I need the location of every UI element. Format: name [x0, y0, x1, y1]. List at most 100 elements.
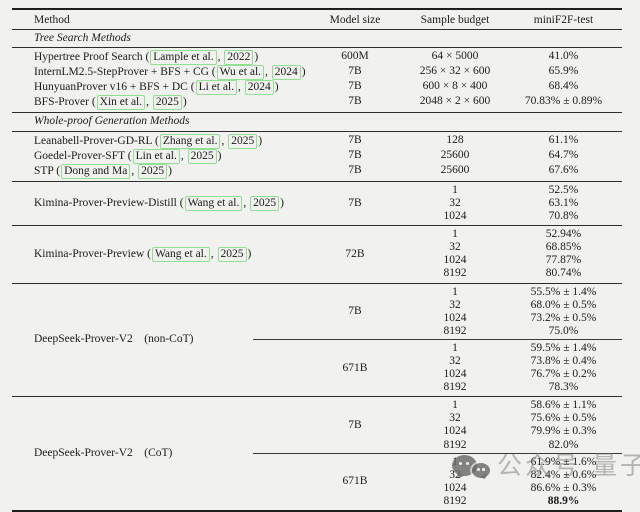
model-size-cell: 671B	[342, 475, 368, 488]
result-cell: 82.4% ± 0.6%	[530, 468, 597, 481]
rows-column: 25600 64.7%	[405, 149, 622, 162]
citation-link[interactable]: 2025	[228, 133, 258, 149]
table-row: 2048 × 2 × 600 70.83% ± 0.89%	[405, 95, 622, 108]
citation-link[interactable]: Lin et al.	[132, 148, 180, 164]
divider-rule	[12, 225, 622, 227]
budget-cell: 1024	[443, 210, 467, 223]
method-text: ,	[210, 247, 217, 260]
citation-link[interactable]: Zhang et al.	[159, 133, 221, 149]
row-group-right: 7B 1 58.6% ± 1.1% 32 75.6% ± 0.5% 1024 79.9% ±…	[253, 399, 622, 508]
table-row-group: BFS-Prover (Xin et al., 2025) 7B 2048 × 2 …	[12, 95, 622, 111]
citation-link[interactable]: 2025	[152, 95, 182, 111]
rows-column: 1 55.5% ± 1.4% 32 68.0% ± 0.5% 1024 73.2% ± 0…	[405, 286, 622, 338]
method-cell: DeepSeek-Prover-V2 (CoT)	[12, 399, 305, 508]
column-header: miniF2F-test	[533, 13, 594, 26]
method-text: )	[168, 164, 172, 177]
divider-rule	[12, 112, 622, 114]
result-cell: 58.6% ± 1.1%	[530, 399, 597, 412]
method-text: Kimina-Prover-Preview-Distill (	[34, 196, 184, 209]
section-title: Tree Search Methods	[34, 32, 131, 44]
table-row: 32 75.6% ± 0.5%	[405, 412, 622, 425]
divider-rule	[12, 396, 622, 398]
method-text: )	[274, 81, 279, 94]
size-block: 671B 1 61.9% ± 1.6% 32 82.4% ± 0.6% 1024 86.6%…	[305, 456, 622, 508]
citation-link[interactable]: 2025	[250, 195, 280, 212]
table-row: 1024 70.8%	[405, 210, 622, 223]
result-cell: 61.9% ± 1.6%	[530, 455, 597, 468]
divider-rule	[12, 180, 622, 182]
header-row: Method Model size Sample budget miniF2F-tes…	[12, 10, 622, 29]
method-text: ,	[238, 81, 244, 94]
model-size-cell: 7B	[348, 80, 362, 93]
table-row: 1 55.5% ± 1.4%	[405, 286, 622, 299]
size-block: 671B 1 59.5% ± 1.4% 32 73.8% ± 0.4% 1024 76.7%…	[305, 342, 622, 394]
result-cell: 59.5% ± 1.4%	[530, 341, 597, 354]
method-cell: DeepSeek-Prover-V2 (non-CoT)	[12, 286, 305, 395]
budget-cell: 1	[452, 285, 458, 298]
citation-link[interactable]: Wang et al.	[184, 195, 243, 212]
results-table: Method Model size Sample budget miniF2F-tes…	[12, 8, 622, 512]
citation-link[interactable]: Li et al.	[195, 80, 238, 96]
budget-cell: 25600	[440, 148, 470, 161]
result-cell: 67.6%	[548, 163, 579, 176]
citation-link[interactable]: 2024	[271, 65, 301, 81]
model-size-cell: 7B	[348, 418, 362, 431]
method-cell: BFS-Prover (Xin et al., 2025)	[12, 95, 305, 111]
budget-cell: 8192	[443, 267, 467, 280]
budget-cell: 128	[446, 133, 464, 146]
result-cell: 68.4%	[548, 80, 579, 93]
citation-link[interactable]: 2025	[187, 148, 217, 164]
table-row: 1024 73.2% ± 0.5%	[405, 312, 622, 325]
model-size-cell: 671B	[342, 361, 368, 374]
citation-link[interactable]: 2022	[224, 50, 254, 66]
citation-link[interactable]: 2025	[217, 246, 247, 262]
size-block: 7B 1 58.6% ± 1.1% 32 75.6% ± 0.5% 1024 79.9% ±…	[305, 399, 622, 451]
citation-link[interactable]: Xin et al.	[96, 95, 146, 111]
budget-cell: 256 × 32 × 600	[419, 65, 491, 78]
budget-cell: 600 × 8 × 400	[422, 80, 488, 93]
table-row: 1 59.5% ± 1.4%	[405, 342, 622, 355]
rows-column: 2048 × 2 × 600 70.83% ± 0.89%	[405, 95, 622, 108]
method-cell: Goedel-Prover-SFT (Lin et al., 2025)	[12, 148, 305, 164]
citation-link[interactable]: Dong and Ma	[61, 163, 131, 179]
column-header: Model size	[329, 13, 381, 26]
method-text: Leanabell-Prover-GD-RL (	[34, 134, 159, 147]
citation-link[interactable]: 2024	[244, 80, 274, 96]
rows-column: 600 × 8 × 400 68.4%	[405, 80, 622, 93]
citation-link[interactable]: Lample et al.	[150, 50, 217, 66]
result-cell: 88.9%	[547, 494, 580, 507]
band: Kimina-Prover-Preview-Distill (Wang et a…	[12, 182, 622, 225]
budget-cell: 1	[452, 228, 458, 241]
model-size-cell: 7B	[348, 95, 362, 108]
rows-column: 1 52.94% 32 68.85% 1024 77.87% 8192 80.74%	[405, 228, 622, 280]
table-row-group: Leanabell-Prover-GD-RL (Zhang et al., 20…	[12, 133, 622, 149]
method-cell: Hypertree Proof Search (Lample et al., 2…	[12, 50, 305, 66]
model-size-cell: 72B	[345, 247, 365, 260]
rows-column: 1 52.5% 32 63.1% 1024 70.8%	[405, 184, 622, 223]
table-row: 8192 82.0%	[405, 439, 622, 452]
table-row-group: STP (Dong and Ma, 2025) 7B 25600 67.6%	[12, 163, 622, 179]
budget-cell: 8192	[443, 381, 467, 394]
method-text: Goedel-Prover-SFT (	[34, 149, 132, 162]
budget-cell: 32	[449, 354, 461, 367]
result-cell: 52.94%	[545, 228, 582, 241]
row-group-right: 7B 256 × 32 × 600 65.9%	[305, 65, 622, 80]
method-text: )	[258, 134, 263, 147]
table-row: 32 82.4% ± 0.6%	[405, 469, 622, 482]
method-text: )	[254, 51, 259, 64]
size-block: 7B 256 × 32 × 600 65.9%	[305, 65, 622, 78]
result-cell: 78.3%	[548, 381, 579, 394]
table-row: 8192 88.9%	[405, 495, 622, 508]
budget-cell: 1024	[443, 254, 467, 267]
citation-link[interactable]: 2025	[138, 163, 168, 179]
table-row: 1024 76.7% ± 0.2%	[405, 368, 622, 381]
divider-rule	[12, 130, 622, 132]
result-cell: 73.8% ± 0.4%	[530, 354, 597, 367]
method-text: ,	[180, 149, 187, 162]
citation-link[interactable]: Wu et al.	[216, 65, 265, 81]
budget-cell: 8192	[443, 438, 467, 451]
citation-link[interactable]: Wang et al.	[151, 246, 210, 262]
rows-column: 25600 67.6%	[405, 164, 622, 177]
table-row: 256 × 32 × 600 65.9%	[405, 65, 622, 78]
row-group-right: 7B 2048 × 2 × 600 70.83% ± 0.89%	[305, 95, 622, 110]
